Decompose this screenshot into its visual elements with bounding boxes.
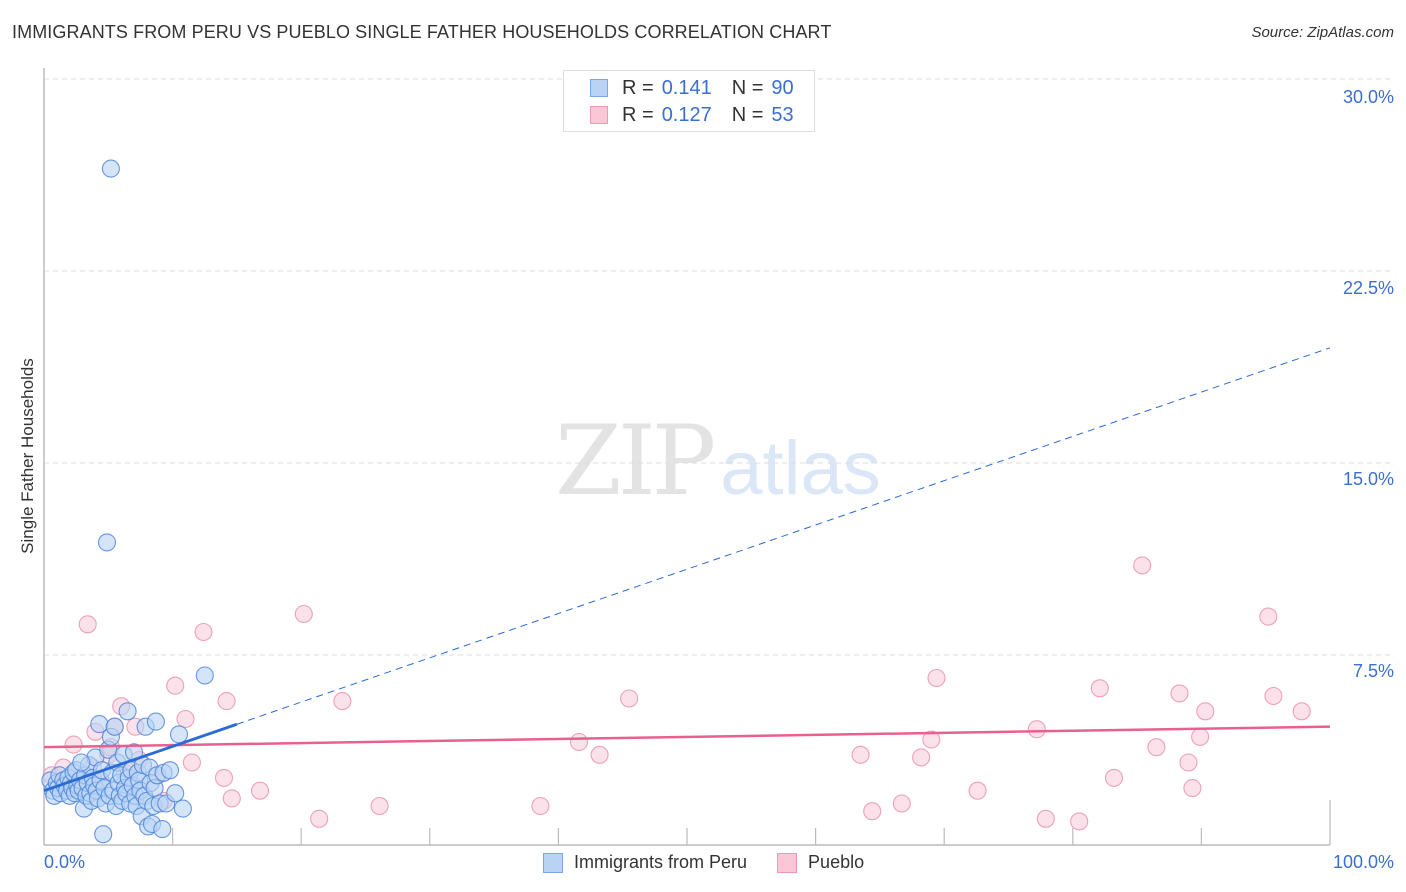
pueblo-point	[1090, 679, 1109, 698]
y-tick-22-5: 22.5%	[1342, 278, 1394, 298]
pueblo-trend-line	[43, 725, 1331, 749]
x-tick-0: 0.0%	[44, 852, 86, 872]
peru-point	[153, 820, 172, 839]
peru-point	[94, 825, 113, 844]
legend-row-pueblo: R = 0.127 N = 53	[590, 103, 794, 127]
trend-lines	[43, 347, 1331, 793]
pueblo-point	[1070, 812, 1089, 831]
n-value: 53	[771, 103, 794, 126]
pueblo-points	[42, 556, 1311, 831]
pueblo-point	[1191, 727, 1210, 746]
peru-point	[118, 702, 137, 721]
pueblo-point	[851, 745, 870, 764]
n-label: N =	[731, 76, 764, 99]
pueblo-point	[1036, 809, 1055, 828]
peru-point	[160, 761, 180, 780]
peru-point	[72, 753, 91, 772]
peru-point	[97, 533, 117, 552]
chart-title: IMMIGRANTS FROM PERU VS PUEBLO SINGLE FA…	[12, 22, 832, 42]
pueblo-point	[1259, 607, 1278, 626]
x-axis-ticks	[172, 800, 1331, 845]
pueblo-point	[569, 732, 589, 752]
source-label: Source: ZipAtlas.com	[1251, 24, 1394, 41]
pueblo-point	[250, 781, 270, 800]
pueblo-point	[64, 735, 83, 754]
pueblo-point	[1133, 556, 1152, 575]
legend-row-peru: R = 0.141 N = 90	[590, 76, 794, 100]
peru-point	[146, 712, 165, 731]
y-tick-30: 30.0%	[1342, 87, 1394, 107]
peru-swatch-icon	[590, 79, 608, 97]
pueblo-point	[176, 709, 195, 729]
watermark-atlas: atlas	[720, 426, 881, 511]
watermark-zip: ZIP	[555, 405, 716, 517]
pueblo-point	[182, 753, 201, 772]
n-value: 90	[771, 76, 794, 99]
pueblo-point	[863, 802, 882, 821]
pueblo-point	[1292, 702, 1311, 721]
r-label: R =	[622, 103, 654, 126]
pueblo-point	[1027, 720, 1046, 739]
zipatlas-watermark: ZIP atlas	[555, 405, 881, 517]
peru-point	[105, 717, 124, 736]
pueblo-point	[294, 604, 313, 624]
y-tick-7-5: 7.5%	[1352, 661, 1394, 681]
peru-point	[169, 725, 189, 744]
pueblo-point	[968, 781, 987, 800]
pueblo-point	[1264, 686, 1283, 706]
pueblo-point	[620, 689, 639, 708]
pueblo-point	[333, 692, 352, 711]
pueblo-point	[166, 676, 185, 695]
pueblo-point	[892, 794, 911, 813]
pueblo-point	[370, 796, 389, 816]
pueblo-point	[78, 615, 97, 634]
pueblo-point	[217, 692, 236, 711]
pueblo-point	[590, 745, 609, 764]
n-label: N =	[731, 103, 764, 126]
peru-point	[101, 159, 120, 178]
pueblo-point	[1170, 684, 1189, 703]
pueblo-point	[1196, 702, 1215, 721]
pueblo-point	[912, 748, 931, 767]
r-label: R =	[622, 76, 654, 99]
r-value: 0.141	[661, 76, 712, 99]
series-legend: Immigrants from Peru Pueblo	[543, 852, 894, 873]
peru-trend-line-projected	[236, 347, 1331, 725]
legend-label-peru: Immigrants from Peru	[574, 852, 748, 872]
pueblo-swatch-icon	[590, 106, 608, 124]
pueblo-point	[1183, 779, 1202, 798]
pueblo-point	[194, 622, 213, 642]
peru-point	[195, 666, 214, 685]
pueblo-point	[214, 768, 234, 787]
peru-trend-line	[43, 722, 238, 793]
x-tick-100: 100.0%	[1332, 852, 1394, 872]
legend-label-pueblo: Pueblo	[808, 852, 865, 872]
legend-item-peru[interactable]: Immigrants from Peru	[543, 852, 747, 873]
axes	[43, 68, 1331, 846]
peru-legend-swatch-icon	[543, 852, 563, 873]
pueblo-point	[1179, 753, 1198, 772]
pueblo-point	[531, 796, 550, 816]
y-tick-15: 15.0%	[1342, 469, 1394, 489]
pueblo-point	[927, 668, 946, 688]
pueblo-point	[1104, 768, 1124, 787]
legend-item-pueblo[interactable]: Pueblo	[777, 852, 864, 873]
peru-point	[173, 799, 192, 818]
gridlines	[44, 78, 1394, 656]
peru-point	[166, 784, 185, 803]
pueblo-point	[922, 730, 941, 749]
pueblo-point	[222, 789, 241, 808]
r-value: 0.127	[661, 103, 712, 126]
pueblo-legend-swatch-icon	[777, 852, 798, 873]
pueblo-point	[310, 809, 329, 828]
pueblo-point	[1147, 738, 1166, 757]
correlation-legend: R = 0.141 N = 90 R = 0.127 N = 53	[563, 70, 815, 132]
